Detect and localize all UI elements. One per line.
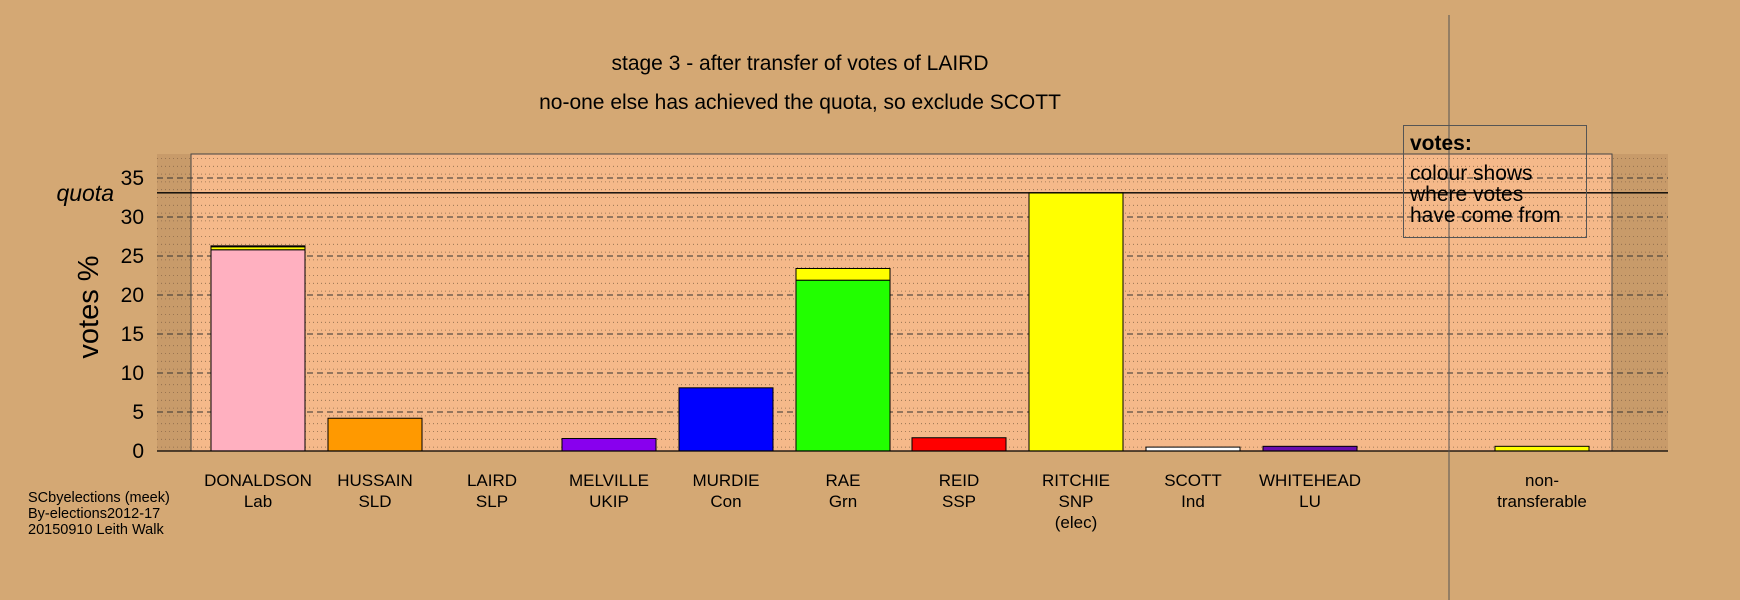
legend-line: colour shows — [1410, 162, 1533, 185]
candidate-label: UKIP — [589, 492, 629, 511]
candidate-label: LU — [1299, 492, 1321, 511]
bar-segment — [678, 387, 774, 452]
candidate-label: Con — [710, 492, 742, 511]
candidate-label: Ind — [1181, 492, 1205, 511]
candidate-label: RITCHIE — [1042, 471, 1110, 490]
bar-segment — [327, 417, 423, 452]
inner-plot — [190, 153, 1613, 452]
y-tick-label: 5 — [132, 401, 144, 424]
grid — [157, 158, 1668, 448]
chart-title: stage 3 - after transfer of votes of LAI… — [611, 52, 989, 75]
y-tick-label: 30 — [121, 206, 144, 229]
bar-segment — [210, 249, 306, 452]
candidate-label: WHITEHEAD — [1259, 471, 1361, 490]
y-tick-label: 20 — [121, 284, 144, 307]
candidate-label: transferable — [1497, 492, 1587, 511]
candidate-label: HUSSAIN — [337, 471, 413, 490]
bar-segment — [1028, 192, 1124, 452]
legend-line: where votes — [1410, 183, 1524, 206]
credit-line: SCbyelections (meek) — [28, 490, 170, 506]
candidate-label: SNP — [1058, 492, 1094, 511]
legend-line: have come from — [1410, 204, 1561, 227]
candidate-label: SLD — [358, 492, 392, 511]
candidate-label: MURDIE — [692, 471, 760, 490]
y-tick-label: 25 — [121, 245, 144, 268]
y-tick-label: 35 — [121, 167, 144, 190]
chart-subtitle: no-one else has achieved the quota, so e… — [539, 91, 1061, 114]
candidate-label: Grn — [828, 492, 858, 511]
bar-segment — [1262, 445, 1358, 452]
candidate-label: MELVILLE — [568, 471, 649, 490]
candidate-label: Lab — [243, 492, 273, 511]
bar-segment — [795, 267, 891, 281]
y-axis-label: votes % — [73, 255, 105, 358]
y-tick-label: 10 — [121, 362, 144, 385]
quota-label: quota — [56, 180, 114, 206]
candidate-label: LAIRD — [466, 471, 518, 490]
y-tick-label: 15 — [121, 323, 144, 346]
candidate-label: (elec) — [1054, 513, 1098, 532]
legend-title: votes: — [1410, 132, 1472, 155]
bar-segment — [795, 279, 891, 452]
bar-segment — [210, 245, 306, 248]
candidate-label: SSP — [941, 492, 977, 511]
candidate-label: DONALDSON — [204, 471, 312, 490]
bar-segment — [911, 437, 1007, 452]
candidate-label: SLP — [475, 492, 509, 511]
credit-line: 20150910 Leith Walk — [28, 522, 164, 538]
axes: quota 0 5 10 15 20 25 30 35 votes % — [56, 15, 1668, 600]
candidate-label: RAE — [825, 471, 861, 490]
credit-line: By-elections2012-17 — [28, 506, 161, 522]
candidate-label: SCOTT — [1164, 471, 1222, 490]
candidate-label: REID — [938, 471, 980, 490]
plot-background — [157, 153, 1668, 452]
bar-segment — [1494, 445, 1590, 452]
bar-segment — [561, 438, 657, 452]
y-tick-label: 0 — [132, 440, 144, 463]
legend: votes: colour shows where votes have com… — [1403, 125, 1587, 238]
candidate-label: non- — [1524, 471, 1560, 490]
bars — [210, 192, 1590, 452]
